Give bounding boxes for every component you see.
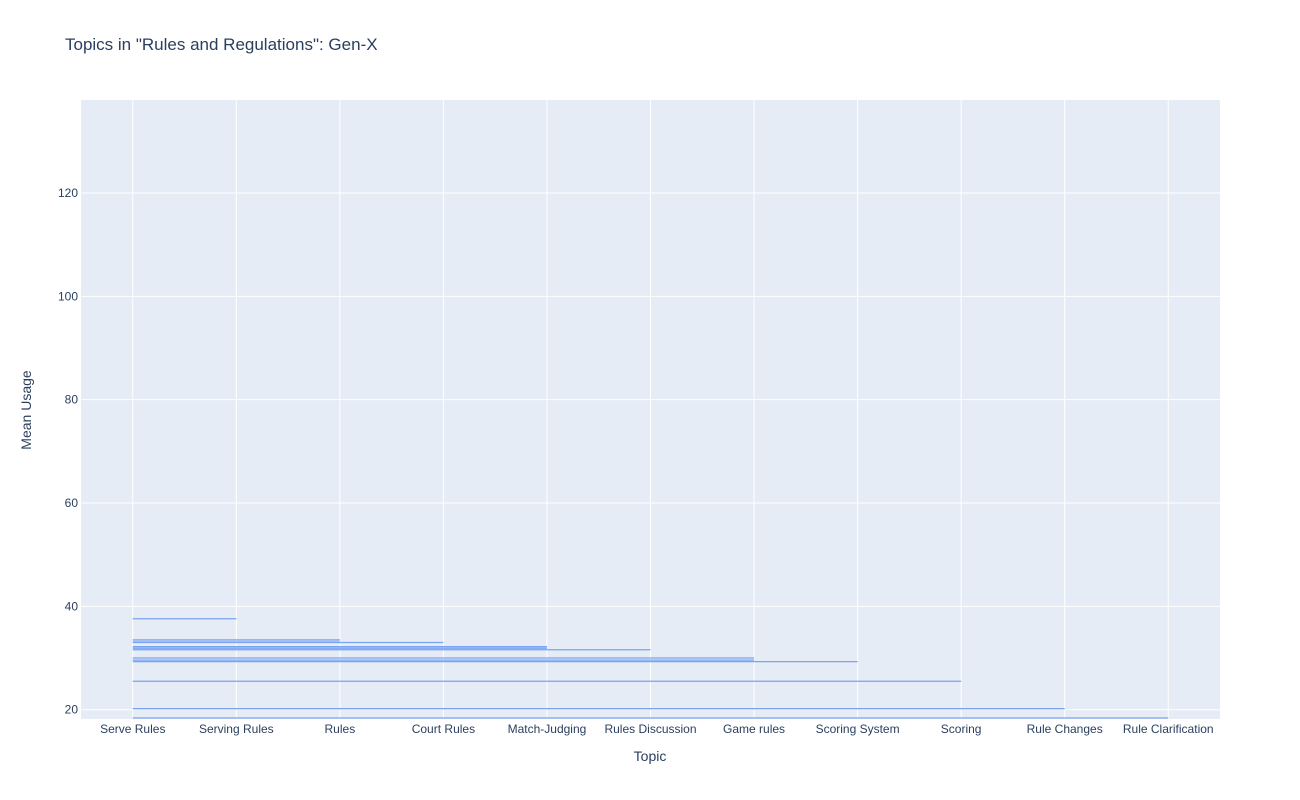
x-tick-label: Match-Judging xyxy=(508,722,587,736)
x-tick-labels: Serve Rules Serving Rules Rules Court Rules… xyxy=(100,722,1213,736)
x-tick-label: Rule Changes xyxy=(1027,722,1103,736)
x-tick-label: Game rules xyxy=(723,722,785,736)
y-tick-label: 20 xyxy=(65,703,79,717)
x-tick-label: Scoring xyxy=(941,722,982,736)
y-tick-label: 80 xyxy=(65,393,79,407)
y-tick-label: 60 xyxy=(65,496,79,510)
x-axis-title: Topic xyxy=(634,748,667,764)
y-tick-label: 40 xyxy=(65,599,79,613)
y-tick-label: 120 xyxy=(58,186,78,200)
chart-title: Topics in "Rules and Regulations": Gen-X xyxy=(65,35,378,54)
x-tick-label: Rule Clarification xyxy=(1123,722,1214,736)
x-tick-label: Serve Rules xyxy=(100,722,165,736)
x-tick-label: Rules xyxy=(325,722,356,736)
y-tick-label: 100 xyxy=(58,289,78,303)
y-tick-labels: 20 40 60 80 100 120 xyxy=(58,186,78,717)
x-tick-label: Scoring System xyxy=(816,722,900,736)
y-gridlines xyxy=(81,192,1220,711)
x-gridlines xyxy=(132,100,1169,719)
y-axis-title: Mean Usage xyxy=(18,370,34,450)
x-tick-label: Rules Discussion xyxy=(604,722,696,736)
x-tick-label: Serving Rules xyxy=(199,722,274,736)
data-segments xyxy=(132,618,1169,719)
x-tick-label: Court Rules xyxy=(412,722,475,736)
